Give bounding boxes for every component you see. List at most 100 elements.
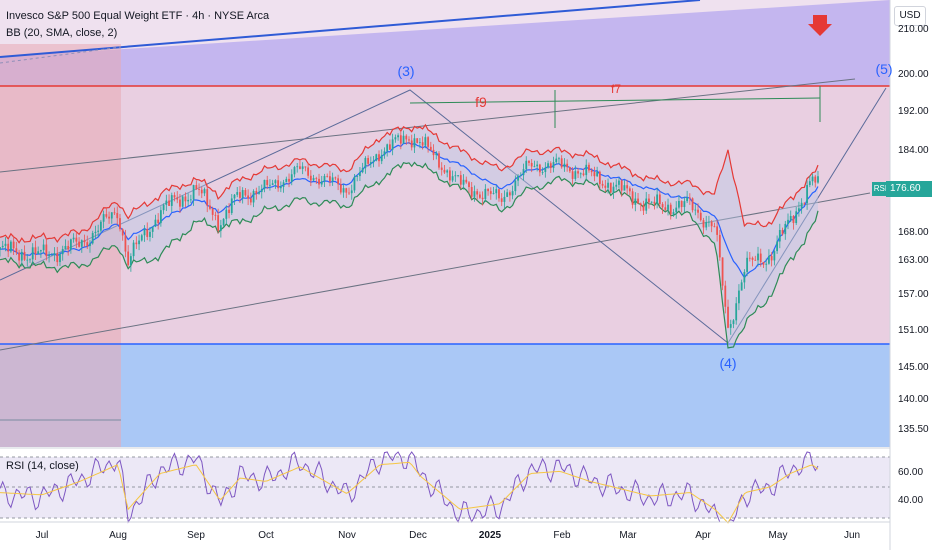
elliott-wave-path[interactable] <box>0 87 887 344</box>
candle-body <box>718 234 721 258</box>
candle-body <box>511 191 514 196</box>
candle-body <box>386 144 389 152</box>
candle-body <box>675 207 678 213</box>
candle-body <box>337 178 340 185</box>
candle-body <box>140 235 143 241</box>
candle-body <box>781 229 784 235</box>
candle-body <box>688 197 691 199</box>
candle-body <box>421 142 424 146</box>
candle-body <box>23 251 26 260</box>
candle-body <box>7 243 10 252</box>
candle-body <box>449 170 451 181</box>
rsi-ma-line <box>0 461 819 524</box>
candle-body <box>80 240 83 247</box>
candle-body <box>601 183 604 186</box>
candle-body <box>800 202 803 209</box>
candle-body <box>394 137 397 140</box>
candle-body <box>353 176 356 191</box>
price-tick-label: 200.00 <box>898 69 929 80</box>
candle-body <box>350 190 353 194</box>
time-tick-label: Dec <box>409 530 427 541</box>
candle-body <box>732 320 735 325</box>
candle-body <box>29 259 31 261</box>
candle-body <box>410 140 413 148</box>
candle-body <box>0 247 1 250</box>
candle-body <box>776 241 778 252</box>
candle-body <box>326 176 329 177</box>
candle-body <box>72 237 75 240</box>
candle-body <box>69 239 72 250</box>
fib-f7-label: f7 <box>610 82 622 96</box>
price-tick-label: 192.00 <box>898 106 929 117</box>
last-price-tag: 176.60 <box>886 181 932 197</box>
candle-body <box>514 180 517 192</box>
candle-body <box>345 188 348 193</box>
candle-body <box>195 185 198 190</box>
candle-body <box>293 167 296 175</box>
candle-body <box>89 243 91 247</box>
candle-body <box>435 153 438 156</box>
candle-body <box>735 303 738 321</box>
fib-projection-line[interactable] <box>409 97 821 104</box>
candle-body <box>498 189 500 199</box>
candle-body <box>664 207 667 210</box>
candle-body <box>765 263 768 265</box>
candle-body <box>162 204 165 211</box>
candle-body <box>78 241 80 247</box>
candle-body <box>309 175 312 181</box>
candle-body <box>116 213 119 219</box>
candle-body <box>236 192 239 195</box>
candle-body <box>639 203 642 206</box>
candle-body <box>12 241 15 249</box>
candle-body <box>465 179 468 183</box>
candle-body <box>312 178 315 181</box>
candle-body <box>508 192 511 196</box>
candle-body <box>590 170 593 173</box>
candle-body <box>157 219 160 224</box>
time-tick-label: Aug <box>109 530 127 541</box>
candle-body <box>299 166 301 169</box>
candle-body <box>615 184 618 187</box>
candle-body <box>301 166 304 169</box>
candle-body <box>132 242 135 257</box>
candle-body <box>424 137 427 146</box>
candle-body <box>446 170 449 173</box>
candle-body <box>165 200 168 205</box>
price-tick-label: 135.50 <box>898 424 929 435</box>
candle-body <box>255 191 258 194</box>
candle-body <box>364 158 367 169</box>
candle-body <box>225 209 228 219</box>
candle-body <box>249 198 252 203</box>
candle-body <box>20 251 23 261</box>
candle-body <box>342 188 345 193</box>
rsi-indicator-label[interactable]: RSI (14, close) <box>6 460 79 472</box>
candle-body <box>547 163 549 168</box>
time-tick-label: Mar <box>619 530 637 541</box>
candle-body <box>320 181 323 185</box>
candle-body <box>252 191 255 203</box>
candle-body <box>91 233 94 244</box>
candle-body <box>495 189 498 194</box>
bb-indicator-label[interactable]: BB (20, SMA, close, 2) <box>6 27 118 39</box>
upper-trend-line[interactable] <box>0 0 701 58</box>
candle-body <box>492 193 495 194</box>
channel-upper-line[interactable] <box>0 78 856 173</box>
candle-body <box>334 177 337 179</box>
candle-body <box>146 228 149 237</box>
candle-body <box>443 169 446 173</box>
candle-body <box>31 247 34 260</box>
rsi-line <box>0 451 819 524</box>
candle-body <box>705 222 708 228</box>
candle-body <box>279 186 282 189</box>
channel-lower-line[interactable] <box>0 192 871 351</box>
candle-body <box>10 241 12 252</box>
candle-body <box>560 158 563 168</box>
candle-body <box>792 215 795 224</box>
candle-body <box>274 180 277 184</box>
candle-body <box>803 202 806 204</box>
candle-body <box>568 167 571 172</box>
currency-button[interactable]: USD <box>894 6 926 26</box>
candle-body <box>244 190 247 196</box>
